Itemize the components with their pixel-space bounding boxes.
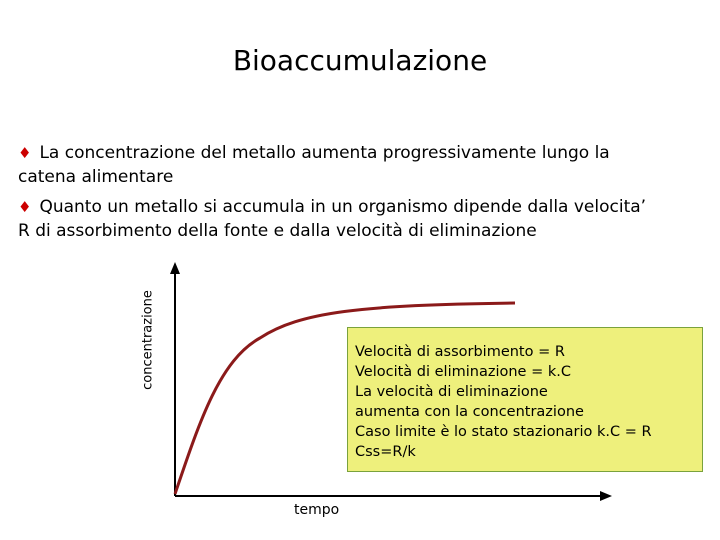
box-line: La velocità di eliminazione bbox=[355, 384, 548, 400]
arrow-head bbox=[600, 491, 612, 501]
bullet-line: ♦ La concentrazione del metallo aumenta p… bbox=[18, 142, 610, 164]
y-axis-label: concentrazione bbox=[140, 290, 156, 390]
bullet-text: Quanto un metallo si accumula in un orga… bbox=[39, 197, 647, 217]
bullet-line: ♦ Quanto un metallo si accumula in un org… bbox=[18, 196, 646, 218]
box-line: Velocità di eliminazione = k.C bbox=[355, 364, 571, 380]
curve bbox=[173, 301, 516, 495]
bullet-line: R di assorbimento della fonte e dalla ve… bbox=[18, 221, 537, 241]
x-axis-label: tempo bbox=[294, 502, 340, 518]
box-line: Caso limite è lo stato stazionario k.C =… bbox=[355, 424, 652, 440]
slide-title: Bioaccumulazione bbox=[232, 44, 488, 77]
bullet-icon: ♦ bbox=[18, 144, 32, 162]
info-box: Velocità di assorbimento = R Velocità di… bbox=[347, 327, 703, 472]
box-line: Velocità di assorbimento = R bbox=[355, 344, 565, 360]
bullet-text: La concentrazione del metallo aumenta pr… bbox=[39, 143, 610, 163]
bullet-line: catena alimentare bbox=[18, 167, 174, 187]
box-line: aumenta con la concentrazione bbox=[355, 404, 584, 420]
arrow-head bbox=[170, 262, 180, 274]
bullet-icon: ♦ bbox=[18, 198, 32, 216]
box-line: Css=R/k bbox=[355, 444, 416, 460]
